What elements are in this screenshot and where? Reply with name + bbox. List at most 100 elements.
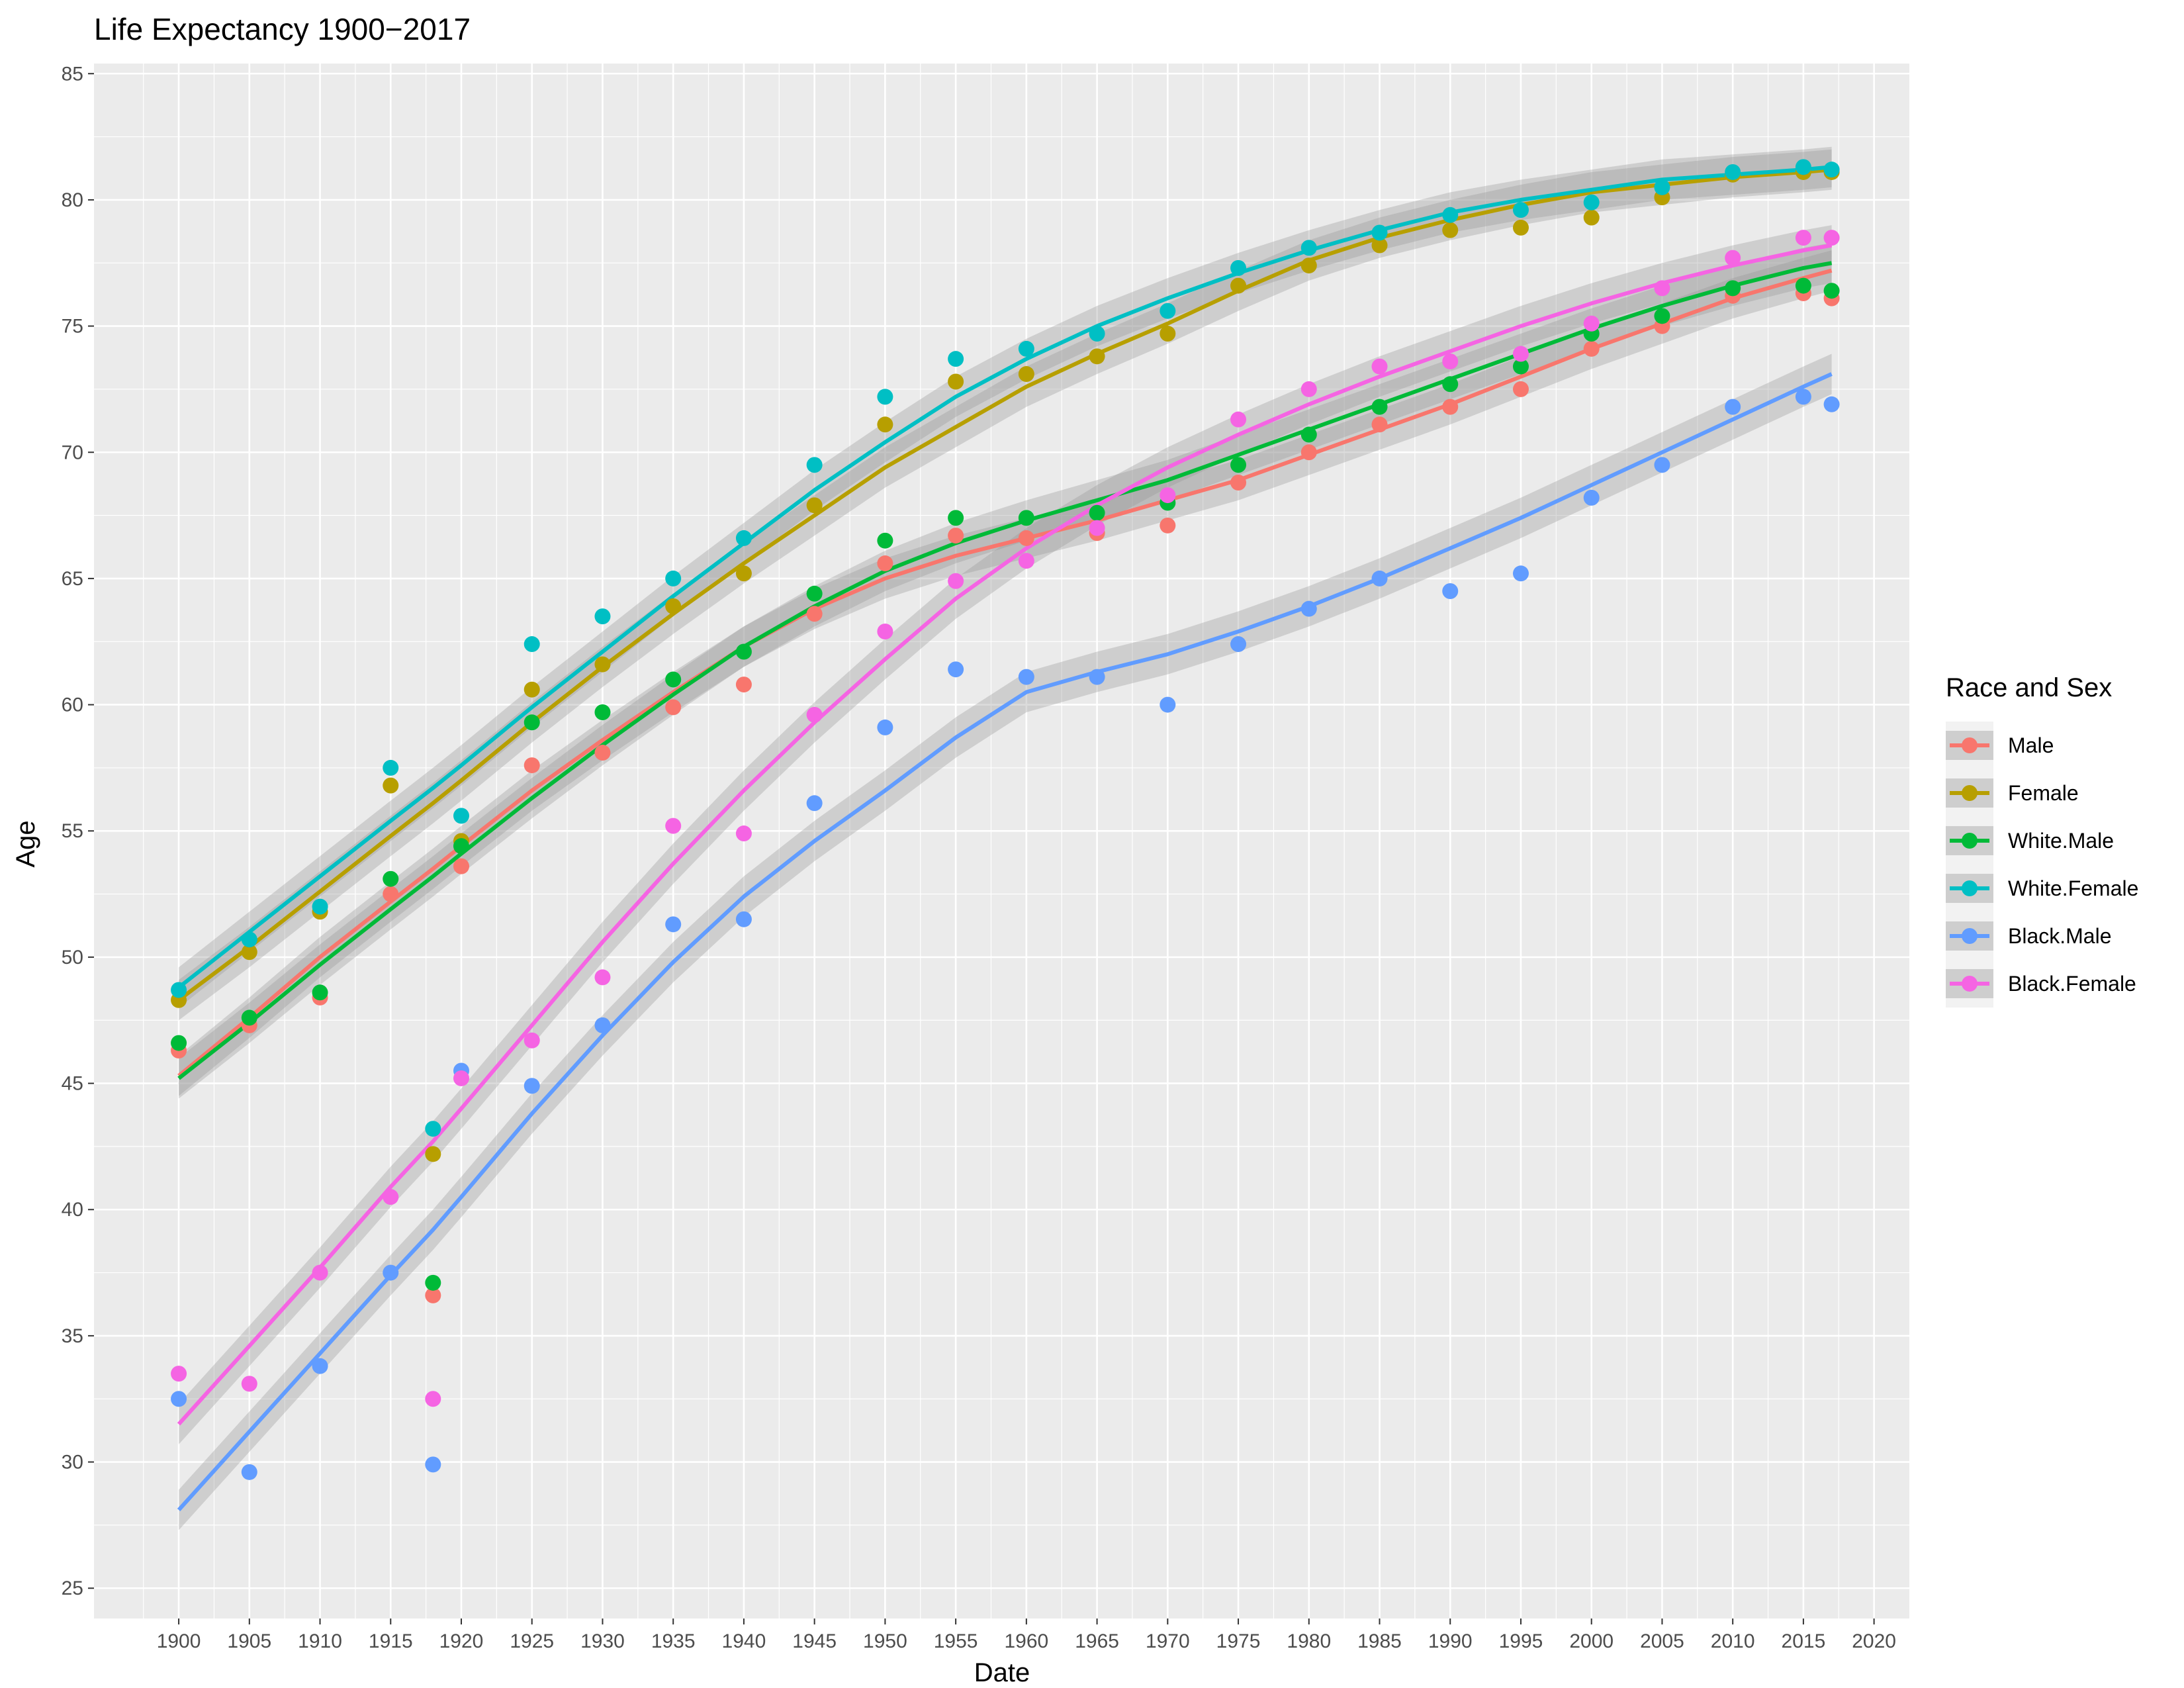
data-point xyxy=(1089,326,1105,342)
data-point xyxy=(806,585,823,602)
data-point xyxy=(1018,669,1034,685)
x-tick-label: 1940 xyxy=(722,1630,766,1652)
data-point xyxy=(1300,258,1317,274)
data-point xyxy=(425,1391,441,1407)
data-point xyxy=(1512,202,1529,218)
data-point xyxy=(948,573,964,589)
x-tick-label: 1995 xyxy=(1499,1630,1543,1652)
data-point xyxy=(523,714,540,731)
data-point xyxy=(241,1376,257,1392)
data-point xyxy=(1725,250,1741,266)
data-point xyxy=(523,757,540,774)
data-point xyxy=(1725,280,1741,297)
x-tick-label: 1910 xyxy=(298,1630,342,1652)
y-tick-label: 75 xyxy=(62,316,83,338)
data-point xyxy=(241,1009,257,1026)
data-point xyxy=(312,1358,328,1374)
x-tick-label: 1950 xyxy=(863,1630,907,1652)
y-tick-label: 80 xyxy=(62,189,83,211)
trend-line xyxy=(177,167,1832,1002)
data-point xyxy=(312,984,328,1001)
data-point xyxy=(1371,224,1388,241)
data-point xyxy=(453,1070,470,1086)
legend-label: Black.Female xyxy=(2008,972,2136,996)
data-point xyxy=(1018,553,1034,569)
data-point xyxy=(1795,230,1811,246)
data-point xyxy=(383,886,399,902)
data-point xyxy=(453,808,470,824)
data-point xyxy=(523,1078,540,1094)
data-point xyxy=(1018,340,1034,357)
x-tick-label: 1960 xyxy=(1004,1630,1048,1652)
x-tick-label: 1970 xyxy=(1146,1630,1190,1652)
x-tick-label: 1920 xyxy=(439,1630,484,1652)
x-tick-label: 2020 xyxy=(1852,1630,1896,1652)
data-point xyxy=(735,565,752,582)
data-point xyxy=(806,706,823,723)
data-point xyxy=(806,457,823,473)
data-point xyxy=(425,1146,441,1162)
data-point xyxy=(1371,358,1388,375)
x-tick-label: 1935 xyxy=(651,1630,696,1652)
data-point xyxy=(806,606,823,622)
trend-line xyxy=(177,268,1833,1078)
data-point xyxy=(1442,399,1459,415)
x-tick-label: 1945 xyxy=(792,1630,837,1652)
legend-title: Race and Sex xyxy=(1946,673,2112,702)
x-tick-label: 2000 xyxy=(1569,1630,1614,1652)
data-point xyxy=(1583,209,1600,226)
data-point xyxy=(171,1035,187,1051)
data-point xyxy=(1300,444,1317,461)
x-tick-label: 1930 xyxy=(580,1630,625,1652)
data-point xyxy=(1583,315,1600,332)
data-point xyxy=(735,911,752,927)
x-tick-label: 2015 xyxy=(1782,1630,1826,1652)
x-tick-label: 1925 xyxy=(510,1630,554,1652)
chart-title: Life Expectancy 1900−2017 xyxy=(94,12,471,46)
data-point xyxy=(1230,277,1247,294)
data-point xyxy=(1512,358,1529,375)
data-point xyxy=(312,898,328,915)
data-point xyxy=(1725,399,1741,415)
data-point xyxy=(1160,517,1176,534)
data-point xyxy=(1300,426,1317,443)
x-tick-label: 1980 xyxy=(1287,1630,1331,1652)
data-point xyxy=(1512,565,1529,582)
data-point xyxy=(877,555,893,572)
legend-key-point xyxy=(1962,785,1978,801)
data-point xyxy=(453,838,470,855)
data-point xyxy=(877,719,893,735)
data-point xyxy=(948,661,964,678)
y-tick-label: 40 xyxy=(62,1199,83,1221)
data-point xyxy=(1371,416,1388,433)
y-tick-label: 30 xyxy=(62,1452,83,1474)
data-point xyxy=(1230,411,1247,428)
data-point xyxy=(425,1456,441,1473)
data-point xyxy=(948,528,964,544)
data-point xyxy=(1160,326,1176,342)
legend-key-point xyxy=(1962,928,1978,944)
data-point xyxy=(383,870,399,887)
data-point xyxy=(241,944,257,961)
data-point xyxy=(383,1264,399,1281)
data-point xyxy=(1089,669,1105,685)
data-point xyxy=(1371,237,1388,254)
trend-line xyxy=(177,261,1833,1080)
data-point xyxy=(948,373,964,390)
data-point xyxy=(171,1366,187,1382)
x-tick-label: 1905 xyxy=(227,1630,271,1652)
data-point xyxy=(312,1264,328,1281)
x-tick-label: 1990 xyxy=(1428,1630,1473,1652)
data-point xyxy=(1512,381,1529,397)
data-point xyxy=(1160,696,1176,713)
data-point xyxy=(1230,636,1247,653)
data-point xyxy=(1823,230,1840,246)
x-tick-label: 2010 xyxy=(1711,1630,1755,1652)
data-point xyxy=(877,532,893,549)
x-tick-label: 1955 xyxy=(934,1630,978,1652)
data-point xyxy=(594,704,611,721)
data-point xyxy=(1230,475,1247,491)
data-point xyxy=(1795,277,1811,294)
data-point xyxy=(425,1287,441,1303)
data-point xyxy=(665,570,682,586)
